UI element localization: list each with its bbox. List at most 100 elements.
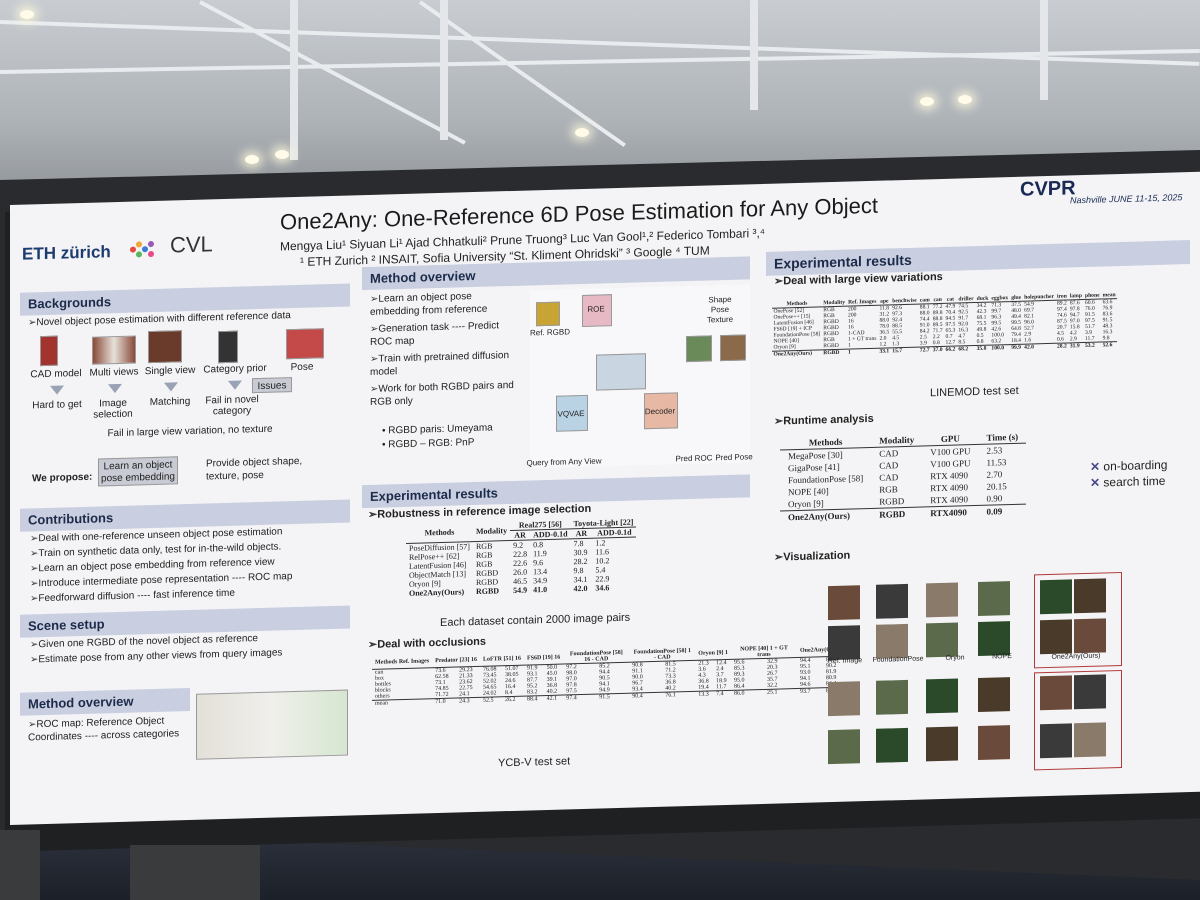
occlusions-cell: 91.5 <box>599 694 610 701</box>
diagram-label-pose: Pose <box>710 304 730 315</box>
diagram-label-vqvae: VQVAE <box>557 408 585 419</box>
category-prior-image <box>218 330 238 364</box>
multi-views-image <box>92 335 136 365</box>
linemod-results-header: Experimental results <box>766 240 1190 276</box>
issues-badge: Issues <box>252 377 292 394</box>
visualization-thumb <box>828 681 860 717</box>
visualization-thumb <box>978 725 1010 760</box>
cvpr-subtitle: Nashville JUNE 11-15, 2025 <box>1070 192 1183 206</box>
problem-image-selection: Image selection <box>93 397 133 421</box>
single-view-image <box>148 330 182 364</box>
linemod-header-cell: phone <box>1083 292 1102 300</box>
diagram-label-pred-pose: Pred Pose <box>715 452 753 463</box>
linemod-cell: 35.8 <box>976 345 987 353</box>
robustness-cell: 41.0 <box>533 584 548 595</box>
linemod-cell: One2Any(Ours) <box>773 350 813 358</box>
linemod-cell: 42.0 <box>1024 344 1034 351</box>
runtime-note-search: ✕ search time <box>1090 473 1166 490</box>
down-arrow-icon <box>164 382 178 392</box>
visualization-thumb <box>828 585 860 621</box>
occlusions-cell: 88.4 <box>526 696 538 703</box>
visualization-subheader: Visualization <box>774 550 850 565</box>
occlusions-table: Methods Ref. Images Predator [23] 16 LoFTR… <box>372 643 849 707</box>
cad-model-label: CAD model <box>30 368 82 381</box>
method-list-item: Generation task ---- Predict ROC map <box>370 319 520 349</box>
ceiling-light <box>575 128 589 137</box>
linemod-table: Methods Modality Ref. Images ape benchwise ca… <box>772 292 1118 358</box>
ceiling-pillar <box>440 0 448 140</box>
linemod-cell: 1 + GT trans <box>848 335 877 343</box>
linemod-cell: 68.2 <box>958 346 969 353</box>
linemod-cell: 28.2 <box>1056 343 1067 350</box>
occlusions-cell: 90.4 <box>632 693 643 700</box>
cad-model-image <box>40 335 58 367</box>
robustness-caption: Each dataset contain 2000 image pairs <box>440 611 631 629</box>
occlusions-subheader: Deal with occlusions <box>368 636 486 652</box>
down-arrow-icon <box>50 385 64 395</box>
robustness-cell: One2Any(Ours) <box>409 587 465 598</box>
occlusions-cell: 76.1 <box>665 692 676 699</box>
occlusions-cell: 97.4 <box>566 695 577 702</box>
linemod-header-cell: driller <box>956 296 976 304</box>
occlusions-cell: 13.3 <box>698 691 709 698</box>
robustness-table: Methods Modality Real275 [56] Toyota-Light … <box>406 517 637 598</box>
linemod-header-cell: cam <box>918 297 932 305</box>
visualization-thumb <box>978 677 1010 712</box>
occlusions-cell: 24.3 <box>459 698 470 705</box>
diagram-label-roe: ROE <box>587 304 605 314</box>
ceiling-light <box>958 95 972 104</box>
method-list-item: Learn an object pose embedding from refe… <box>370 289 520 319</box>
visualization-thumb <box>828 625 860 661</box>
linemod-cell: 66.2 <box>945 346 956 353</box>
diagram-label-texture: Texture <box>706 314 734 325</box>
visitor-silhouette <box>0 830 40 900</box>
pred-roc-image <box>686 335 712 363</box>
robustness-cell: 34.6 <box>595 583 610 593</box>
linemod-cell: 18.4 <box>1011 337 1021 345</box>
roc-diagram-image <box>196 689 348 760</box>
runtime-cell: 0.09 <box>986 506 1003 517</box>
ours-highlight-box <box>1034 669 1122 771</box>
ceiling-pillar <box>750 0 758 110</box>
diagram-label-decoder: Decoder <box>644 406 676 417</box>
robustness-cell: RGBD <box>475 586 500 596</box>
linemod-cell: 99.9 <box>1011 344 1021 352</box>
linemod-header-cell: mean <box>1101 292 1118 300</box>
occlusions-cell: 7.4 <box>716 691 724 698</box>
linemod-cell: 1 <box>848 349 851 356</box>
down-arrow-icon <box>108 383 122 394</box>
ceiling-light <box>920 97 934 106</box>
visualization-thumb <box>926 622 958 658</box>
runtime-table: Methods Modality GPU Time (s) MegaPose [30] C… <box>780 430 1027 524</box>
multi-views-label: Multi views <box>89 366 139 379</box>
cross-icon: ✕ <box>1090 459 1101 474</box>
robustness-header-cell: Methods <box>406 522 473 544</box>
visualization-thumb <box>926 726 958 762</box>
linemod-cell: 37.0 <box>932 346 943 354</box>
visualization-thumb <box>926 582 958 618</box>
linemod-header-cell: ape <box>877 298 891 306</box>
robustness-header-cell: ADD-0.1d <box>530 528 571 540</box>
category-prior-label: Category prior <box>203 362 267 376</box>
visualization-thumb <box>876 583 908 619</box>
propose-box: Learn an object pose embedding <box>98 456 178 487</box>
runtime-cell: One2Any(Ours) <box>788 510 851 523</box>
vis-label-ref-image: Ref. Image <box>827 657 863 666</box>
visualization-thumb <box>876 623 908 659</box>
problem-fail-large-view: Fail in large view variation, no texture <box>107 423 273 440</box>
visualization-thumb <box>926 678 958 714</box>
visualization-thumb <box>828 729 860 765</box>
visualization-thumb <box>978 621 1010 656</box>
linemod-header-cell: duck <box>975 295 990 303</box>
occlusions-cell: 26.2 <box>504 696 516 704</box>
visualization-thumb <box>876 679 908 715</box>
cvpr-logo: CVPR <box>1020 177 1076 201</box>
linemod-cell: RGBD <box>823 349 840 357</box>
robustness-header-cell: AR <box>570 528 593 539</box>
occlusions-caption: YCB-V test set <box>498 755 571 770</box>
runtime-subheader: Runtime analysis <box>774 413 873 429</box>
linemod-cell: 12.7 <box>945 339 956 346</box>
poster-title: One2Any: One-Reference 6D Pose Estimatio… <box>280 192 878 235</box>
single-view-label: Single view <box>144 364 196 378</box>
search-time-note: search time <box>1103 473 1166 490</box>
